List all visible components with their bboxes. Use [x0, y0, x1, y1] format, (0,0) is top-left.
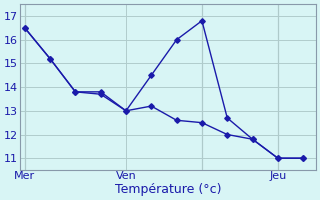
X-axis label: Température (°c): Température (°c) [115, 183, 221, 196]
